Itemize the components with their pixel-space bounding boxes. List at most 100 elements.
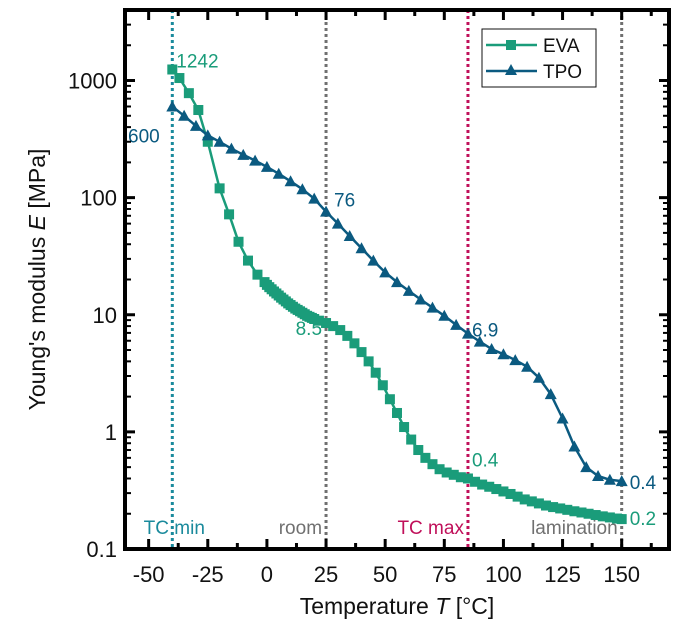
- data-point-eva: [349, 338, 360, 349]
- data-point-tpo: [509, 354, 522, 366]
- value-label-tpo: 6.9: [472, 321, 498, 342]
- data-point-eva: [533, 498, 544, 509]
- data-point-eva: [167, 64, 178, 75]
- data-point-tpo: [461, 327, 474, 339]
- data-point-eva: [526, 496, 537, 507]
- x-axis-title-symbol: T: [435, 593, 451, 619]
- data-point-eva: [484, 481, 495, 492]
- value-label-tpo: 0.4: [630, 473, 657, 494]
- annotation-layer: TC min room TC max lamination 1242 600 76 8.5 6.…: [128, 51, 657, 539]
- data-point-tpo: [497, 348, 510, 360]
- data-point-eva: [377, 380, 388, 391]
- x-tick-label: 150: [603, 562, 640, 587]
- data-point-tpo: [580, 461, 593, 473]
- data-point-eva: [548, 502, 559, 513]
- reference-label-lamination: lamination: [531, 518, 618, 539]
- data-point-eva: [420, 452, 431, 463]
- data-point-tpo: [355, 242, 368, 254]
- data-point-eva: [321, 318, 332, 329]
- legend-eva-label: EVA: [543, 36, 580, 57]
- data-point-eva: [470, 476, 481, 487]
- data-point-tpo: [237, 148, 250, 160]
- data-point-tpo: [402, 284, 415, 296]
- data-point-tpo: [615, 475, 628, 487]
- series-eva: [167, 64, 627, 525]
- data-point-eva: [328, 321, 339, 332]
- axis-tick-labels: -50 -25 0 25 50 75 100 125 150 0.1 1 10 100 1000: [68, 69, 640, 587]
- legend-box: [481, 28, 597, 88]
- data-point-tpo: [438, 309, 451, 321]
- data-point-tpo: [178, 109, 191, 121]
- x-tick-label: 100: [485, 562, 522, 587]
- data-point-eva: [233, 236, 244, 247]
- data-point-eva: [202, 136, 213, 147]
- legend-item-tpo: TPO: [486, 62, 582, 83]
- data-point-eva: [363, 356, 374, 367]
- data-point-tpo: [391, 276, 403, 288]
- data-point-eva: [512, 491, 523, 502]
- data-point-tpo: [296, 183, 309, 195]
- reference-label-tc-max: TC max: [397, 518, 464, 539]
- y-tick-label: 10: [93, 303, 117, 328]
- data-point-eva: [455, 472, 466, 483]
- value-label-eva: 0.4: [472, 450, 499, 471]
- data-point-eva: [252, 269, 263, 280]
- data-point-eva: [434, 464, 445, 475]
- data-point-eva: [413, 445, 424, 456]
- data-point-eva: [174, 73, 185, 84]
- data-point-eva: [583, 508, 594, 519]
- data-point-tpo: [320, 205, 333, 217]
- data-point-eva: [392, 407, 402, 418]
- data-point-eva: [555, 503, 566, 514]
- data-point-tpo: [166, 100, 179, 112]
- legend-item-eva: EVA: [486, 36, 580, 57]
- data-point-tpo: [426, 301, 439, 313]
- data-point-eva: [498, 486, 509, 497]
- data-point-eva: [462, 473, 473, 484]
- legend-eva-marker: [506, 40, 516, 50]
- reference-label-tc-min: TC min: [144, 518, 205, 539]
- reference-label-room: room: [279, 518, 322, 539]
- data-point-eva: [193, 105, 204, 116]
- data-point-eva: [541, 500, 552, 511]
- data-point-tpo: [272, 167, 285, 179]
- x-tick-label: -25: [192, 562, 224, 587]
- data-point-eva: [335, 325, 346, 336]
- data-point-eva: [477, 479, 488, 490]
- x-tick-label: 125: [544, 562, 581, 587]
- legend-tpo-marker: [505, 64, 517, 75]
- value-label-eva: 0.2: [630, 509, 656, 530]
- data-point-tpo: [485, 343, 498, 355]
- data-point-eva: [242, 255, 253, 266]
- data-point-tpo: [544, 388, 557, 400]
- y-tick-label: 1: [105, 420, 117, 445]
- y-axis-title-text: Young's modulus: [24, 237, 50, 411]
- data-point-eva: [427, 459, 438, 470]
- x-tick-label: 0: [261, 562, 273, 587]
- data-point-tpo: [414, 293, 427, 305]
- data-point-eva: [519, 494, 530, 505]
- value-label-tpo: 600: [128, 126, 160, 147]
- value-label-eva: 8.5: [296, 319, 322, 340]
- data-point-eva: [616, 514, 627, 525]
- data-point-tpo: [568, 440, 581, 452]
- axis-ticks: [125, 9, 669, 551]
- data-point-tpo: [343, 230, 356, 242]
- x-axis-title-unit: [°C]: [456, 593, 495, 619]
- data-point-tpo: [367, 254, 380, 266]
- y-axis-title-symbol: E: [24, 214, 50, 230]
- series-layer: [166, 64, 628, 525]
- data-point-eva: [569, 506, 580, 517]
- x-tick-label: 25: [314, 562, 338, 587]
- data-point-tpo: [521, 360, 534, 372]
- data-point-eva: [604, 512, 615, 523]
- data-point-eva: [448, 469, 459, 480]
- y-axis-title-unit: [MPa]: [24, 149, 50, 209]
- data-point-eva: [576, 507, 587, 518]
- data-point-tpo: [379, 266, 392, 278]
- y-tick-label: 0.1: [86, 537, 117, 562]
- data-point-eva: [356, 347, 367, 358]
- data-point-tpo: [284, 175, 297, 187]
- data-point-tpo: [225, 142, 238, 154]
